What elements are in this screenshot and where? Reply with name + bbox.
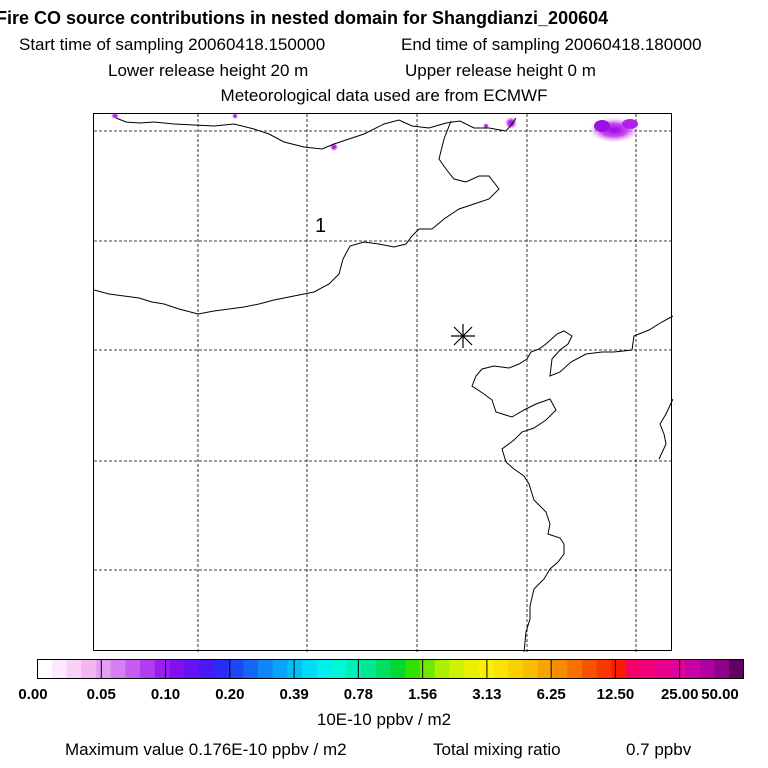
colorbar-tick-label: 0.05 [86, 686, 116, 703]
colorbar-tick-label: 0.10 [150, 686, 181, 703]
colorbar-swatch [523, 659, 539, 679]
concentration-plumes [111, 114, 638, 151]
colorbar-tick-label: 0.39 [279, 686, 309, 703]
end-time: End time of sampling 20060418.180000 [401, 35, 702, 54]
upper-release-height: Upper release height 0 m [405, 61, 596, 80]
colorbar-swatch [729, 659, 744, 679]
colorbar-swatch [493, 659, 509, 679]
colorbar-tick-label: 0.20 [215, 686, 245, 703]
map-canvas: 1 [94, 114, 673, 652]
colorbar-swatch [257, 659, 274, 679]
colorbar-tick-label: 6.25 [536, 686, 566, 703]
colorbar-swatch [581, 659, 598, 679]
colorbar-tick-label: 1.56 [408, 686, 438, 703]
colorbar-swatch [375, 659, 392, 679]
colorbar-swatch [272, 659, 288, 679]
colorbar-swatch [419, 659, 436, 679]
plume-patch [622, 119, 638, 129]
colorbar-swatch [51, 659, 68, 679]
colorbar-swatch [626, 659, 642, 679]
colorbar-swatch [552, 659, 568, 679]
contour-label: 1 [315, 215, 326, 237]
colorbar-swatch [95, 659, 112, 679]
lat-lon-grid [94, 114, 673, 652]
colorbar-frame [37, 659, 744, 679]
boundary-line [658, 398, 673, 460]
plot-title: Fire CO source contributions in nested d… [0, 8, 609, 28]
colorbar-swatch [390, 659, 406, 679]
colorbar-swatch [110, 659, 126, 679]
colorbar-swatch [567, 659, 583, 679]
colorbar-swatch [508, 659, 524, 679]
colorbar-swatch [37, 659, 53, 679]
colorbar-swatch [699, 659, 716, 679]
colorbar-swatch [316, 659, 333, 679]
colorbar-unit-label: 10E-10 ppbv / m2 [316, 710, 452, 729]
colorbar-swatch [243, 659, 259, 679]
colorbar-swatch [331, 659, 347, 679]
colorbar-swatch [464, 659, 480, 679]
met-data-source: Meteorological data used are from ECMWF [220, 86, 548, 105]
colorbar-swatch [81, 659, 97, 679]
start-time: Start time of sampling 20060418.150000 [19, 35, 326, 54]
colorbar-swatch [346, 659, 362, 679]
colorbar-swatch [405, 659, 421, 679]
colorbar-swatch [154, 659, 171, 679]
colorbar-swatch [302, 659, 318, 679]
colorbar-tick-label: 3.13 [472, 686, 502, 703]
colorbar-swatch [228, 659, 244, 679]
colorbar-swatch [670, 659, 686, 679]
colorbar-swatch [287, 659, 303, 679]
plume-patch [232, 114, 238, 119]
total-mixing-ratio-value: 0.7 ppbv [626, 740, 692, 759]
plume-patch [111, 114, 119, 119]
colorbar-tick-label: 12.50 [596, 686, 635, 703]
colorbar-swatch [537, 659, 554, 679]
boundary-line [94, 120, 500, 315]
plume-patch [594, 120, 610, 132]
colorbar-swatch [213, 659, 230, 679]
colorbar-tick-label: 25.00 [660, 686, 699, 703]
colorbar-swatch [184, 659, 200, 679]
colorbar-swatch [449, 659, 465, 679]
boundary-lines [94, 117, 673, 652]
colorbar-swatch [361, 659, 377, 679]
colorbar-swatch [169, 659, 185, 679]
colorbar-swatch [140, 659, 156, 679]
colorbar-swatch [611, 659, 627, 679]
colorbar-swatch [685, 659, 701, 679]
total-mixing-ratio-label: Total mixing ratio [433, 740, 561, 759]
receptor-station-icon [451, 324, 475, 348]
colorbar-swatch [640, 659, 657, 679]
map-panel: 1 [93, 113, 673, 652]
plume-patch [505, 117, 517, 129]
colorbar-swatch [655, 659, 671, 679]
colorbar-swatch [66, 659, 82, 679]
boundary-line [471, 315, 673, 652]
colorbar-swatch [596, 659, 613, 679]
lower-release-height: Lower release height 20 m [108, 61, 309, 80]
boundary-line [115, 117, 517, 150]
maximum-value: Maximum value 0.176E-10 ppbv / m2 [65, 740, 347, 759]
colorbar-swatch [434, 659, 451, 679]
colorbar-tick-label: 50.00 [701, 686, 739, 703]
colorbar-swatch [125, 659, 141, 679]
colorbar-swatch [714, 659, 730, 679]
colorbar-swatch [199, 659, 215, 679]
colorbar-tick-label: 0.00 [18, 686, 48, 703]
colorbar-tick-label: 0.78 [343, 686, 373, 703]
colorbar [37, 659, 744, 679]
